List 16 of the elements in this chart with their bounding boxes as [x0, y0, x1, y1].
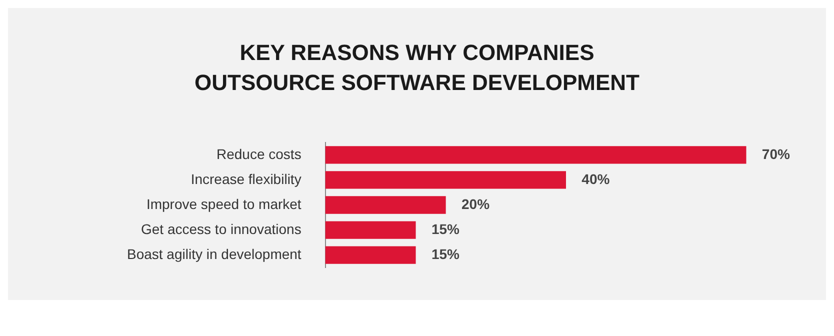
data-label: 70%	[762, 146, 790, 162]
y-tick-label: Improve speed to market	[146, 196, 302, 212]
y-tick-label: Increase flexibility	[190, 170, 302, 187]
bar	[325, 221, 416, 239]
chart-title: KEY REASONS WHY COMPANIES OUTSOURCE SOFTWARE DEVELOPMENT	[194, 39, 640, 97]
bar	[325, 196, 446, 214]
bar	[325, 146, 746, 164]
bar	[325, 246, 416, 264]
y-tick-label: Get access to innovations	[141, 220, 302, 237]
bar	[325, 171, 566, 189]
data-label: 40%	[582, 170, 610, 187]
y-tick-label: Boast agility in development	[126, 246, 302, 262]
data-label: 15%	[431, 220, 460, 237]
data-label: 20%	[461, 196, 490, 212]
y-tick-label: Reduce costs	[216, 146, 302, 162]
data-label: 15%	[431, 246, 460, 262]
